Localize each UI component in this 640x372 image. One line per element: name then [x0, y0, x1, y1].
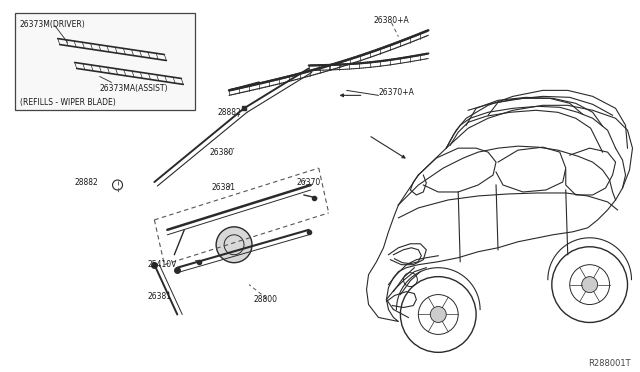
Text: 26381: 26381 [147, 292, 172, 301]
Text: 26381: 26381 [211, 183, 235, 192]
Circle shape [582, 277, 598, 292]
Text: R288001T: R288001T [588, 359, 630, 368]
Text: 26380: 26380 [209, 148, 234, 157]
Text: 28882: 28882 [217, 108, 241, 117]
Text: 28882: 28882 [75, 178, 99, 187]
Text: 26380+A: 26380+A [374, 16, 409, 25]
Text: 25410V: 25410V [147, 260, 177, 269]
Circle shape [216, 227, 252, 263]
Text: 26373MA(ASSIST): 26373MA(ASSIST) [100, 84, 168, 93]
Text: (REFILLS - WIPER BLADE): (REFILLS - WIPER BLADE) [20, 98, 116, 108]
Text: 28800: 28800 [254, 295, 278, 304]
Text: 26370+A: 26370+A [378, 89, 414, 97]
Text: 26370: 26370 [297, 178, 321, 187]
Bar [15, 13, 195, 110]
Circle shape [430, 307, 446, 323]
Text: 26373M(DRIVER): 26373M(DRIVER) [20, 20, 86, 29]
